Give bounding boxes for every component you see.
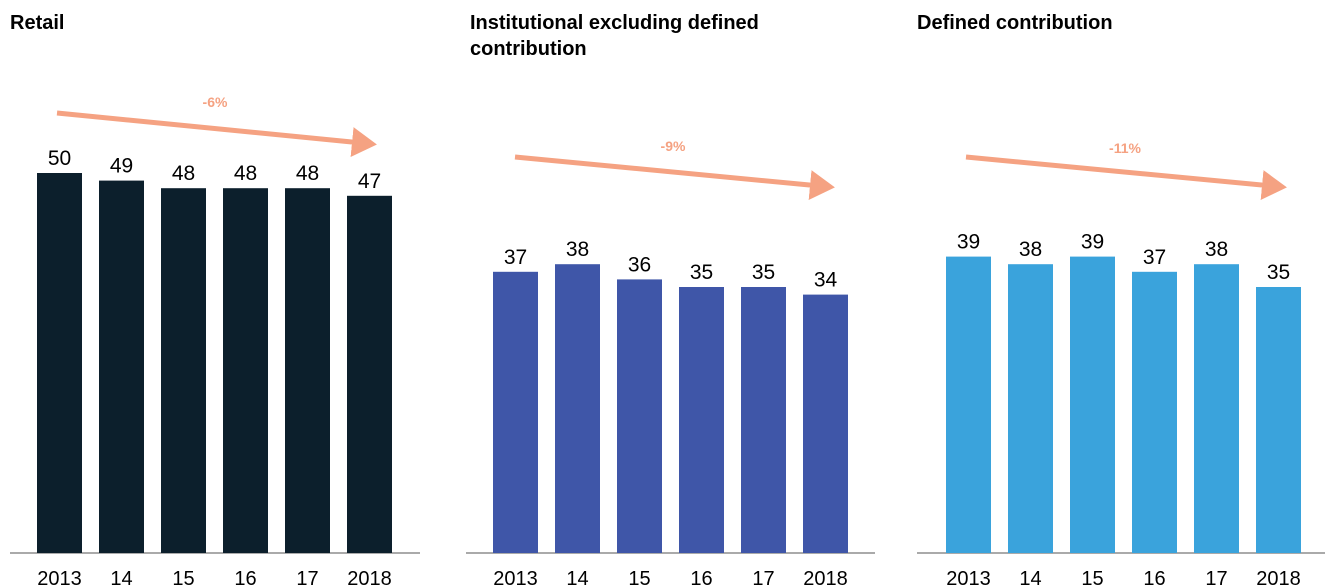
chart-title: Defined contribution [917, 12, 1113, 34]
value-label: 38 [566, 238, 589, 261]
bar [617, 279, 662, 553]
value-label: 47 [358, 170, 381, 193]
bar [679, 287, 724, 553]
x-tick-label: 14 [566, 568, 588, 588]
bar [1194, 264, 1239, 553]
value-label: 49 [110, 155, 133, 178]
x-tick-label: 16 [234, 568, 256, 588]
annotation: -6% [203, 94, 228, 110]
x-tick-label: 16 [1143, 568, 1165, 588]
bar [1070, 256, 1115, 553]
x-tick-label: 17 [296, 568, 318, 588]
bar [161, 188, 206, 553]
value-label: 39 [957, 231, 980, 254]
x-tick-label: 2018 [347, 568, 392, 588]
x-tick-label: 17 [1205, 568, 1227, 588]
bar [803, 294, 848, 553]
annotation: -9% [661, 138, 686, 154]
bar [493, 271, 538, 553]
value-label: 34 [814, 269, 838, 292]
x-tick-label: 17 [752, 568, 774, 588]
value-label: 39 [1081, 231, 1104, 254]
annotation: -11% [1109, 140, 1141, 156]
trend-arrow [965, 154, 1287, 200]
x-tick-label: 2013 [493, 568, 538, 588]
chart-title: Institutional excluding defined contribu… [470, 12, 759, 60]
bar [946, 256, 991, 553]
bar [555, 264, 600, 553]
bar [1132, 271, 1177, 553]
bar [347, 195, 392, 554]
trend-arrow [514, 154, 835, 200]
x-tick-label: 2018 [1256, 568, 1301, 588]
value-label: 36 [628, 253, 651, 276]
value-label: 50 [48, 147, 71, 170]
value-label: 38 [1205, 238, 1228, 261]
x-tick-label: 2018 [803, 568, 848, 588]
x-tick-label: 14 [110, 568, 132, 588]
value-label: 38 [1019, 238, 1042, 261]
value-label: 48 [234, 162, 257, 185]
value-label: 35 [1267, 261, 1290, 284]
x-tick-label: 2013 [37, 568, 82, 588]
chart-title: Retail [10, 12, 65, 34]
bar [741, 287, 786, 553]
bar [1256, 287, 1301, 553]
bar [37, 173, 82, 553]
value-label: 35 [690, 261, 713, 284]
value-label: 37 [1143, 246, 1166, 269]
value-label: 37 [504, 246, 527, 269]
value-label: 48 [172, 162, 195, 185]
trend-arrow [56, 110, 377, 157]
x-tick-label: 14 [1019, 568, 1041, 588]
x-tick-label: 16 [690, 568, 712, 588]
x-tick-label: 2013 [946, 568, 991, 588]
bar [1008, 264, 1053, 553]
value-label: 35 [752, 261, 775, 284]
x-tick-label: 15 [628, 568, 650, 588]
x-tick-label: 15 [1081, 568, 1103, 588]
bar [285, 188, 330, 553]
value-label: 48 [296, 162, 319, 185]
x-tick-label: 15 [172, 568, 194, 588]
bar [223, 188, 268, 553]
bar [99, 180, 144, 553]
